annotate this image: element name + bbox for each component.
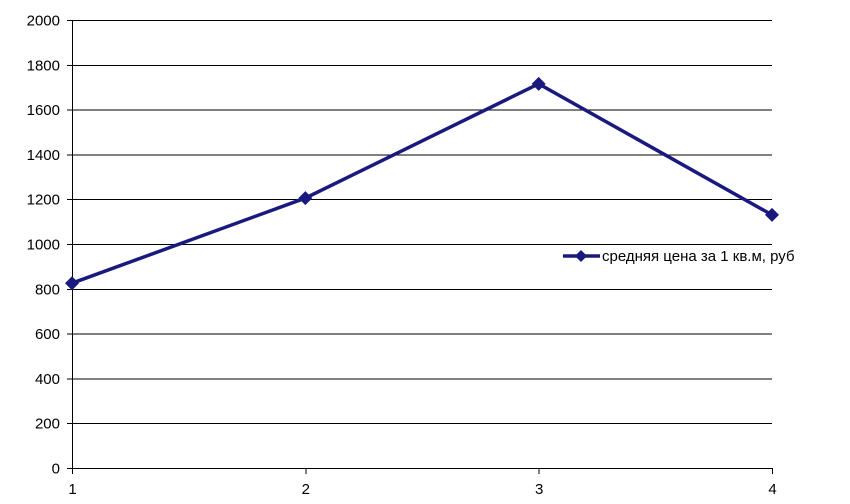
x-tick-label-1: 1 xyxy=(68,481,76,498)
x-tick-label-3: 3 xyxy=(535,481,543,498)
legend-label: средняя цена за 1 кв.м, руб xyxy=(602,248,795,265)
series-line-0 xyxy=(71,81,773,285)
y-tick-label-400: 400 xyxy=(35,371,60,388)
x-tick-labels: 1 2 3 4 xyxy=(68,481,776,498)
x-tick-label-4: 4 xyxy=(768,481,776,498)
axis-layer xyxy=(67,20,773,474)
y-tick-label-600: 600 xyxy=(35,326,60,343)
y-tick-label-200: 200 xyxy=(35,416,60,433)
grid-layer xyxy=(72,20,772,425)
y-tick-label-0: 0 xyxy=(52,461,60,478)
data-point-3 xyxy=(531,76,546,91)
data-point-4 xyxy=(765,207,779,222)
data-point-2 xyxy=(298,191,313,206)
y-tick-label-2000: 2000 xyxy=(27,13,60,30)
series-layer xyxy=(65,76,779,291)
legend-marker xyxy=(575,250,587,262)
y-tick-label-800: 800 xyxy=(35,281,60,298)
y-tick-label-1600: 1600 xyxy=(27,102,60,119)
data-point-1 xyxy=(65,276,79,291)
legend: средняя цена за 1 кв.м, руб xyxy=(563,248,795,265)
y-tick-labels: 0 200 400 600 800 1000 1200 1400 1600 1800 2000 xyxy=(27,13,60,478)
y-tick-label-1800: 1800 xyxy=(27,57,60,74)
y-tick-label-1400: 1400 xyxy=(27,147,60,164)
x-tick-label-2: 2 xyxy=(302,481,310,498)
y-tick-label-1200: 1200 xyxy=(27,192,60,209)
y-tick-label-1000: 1000 xyxy=(27,237,60,254)
